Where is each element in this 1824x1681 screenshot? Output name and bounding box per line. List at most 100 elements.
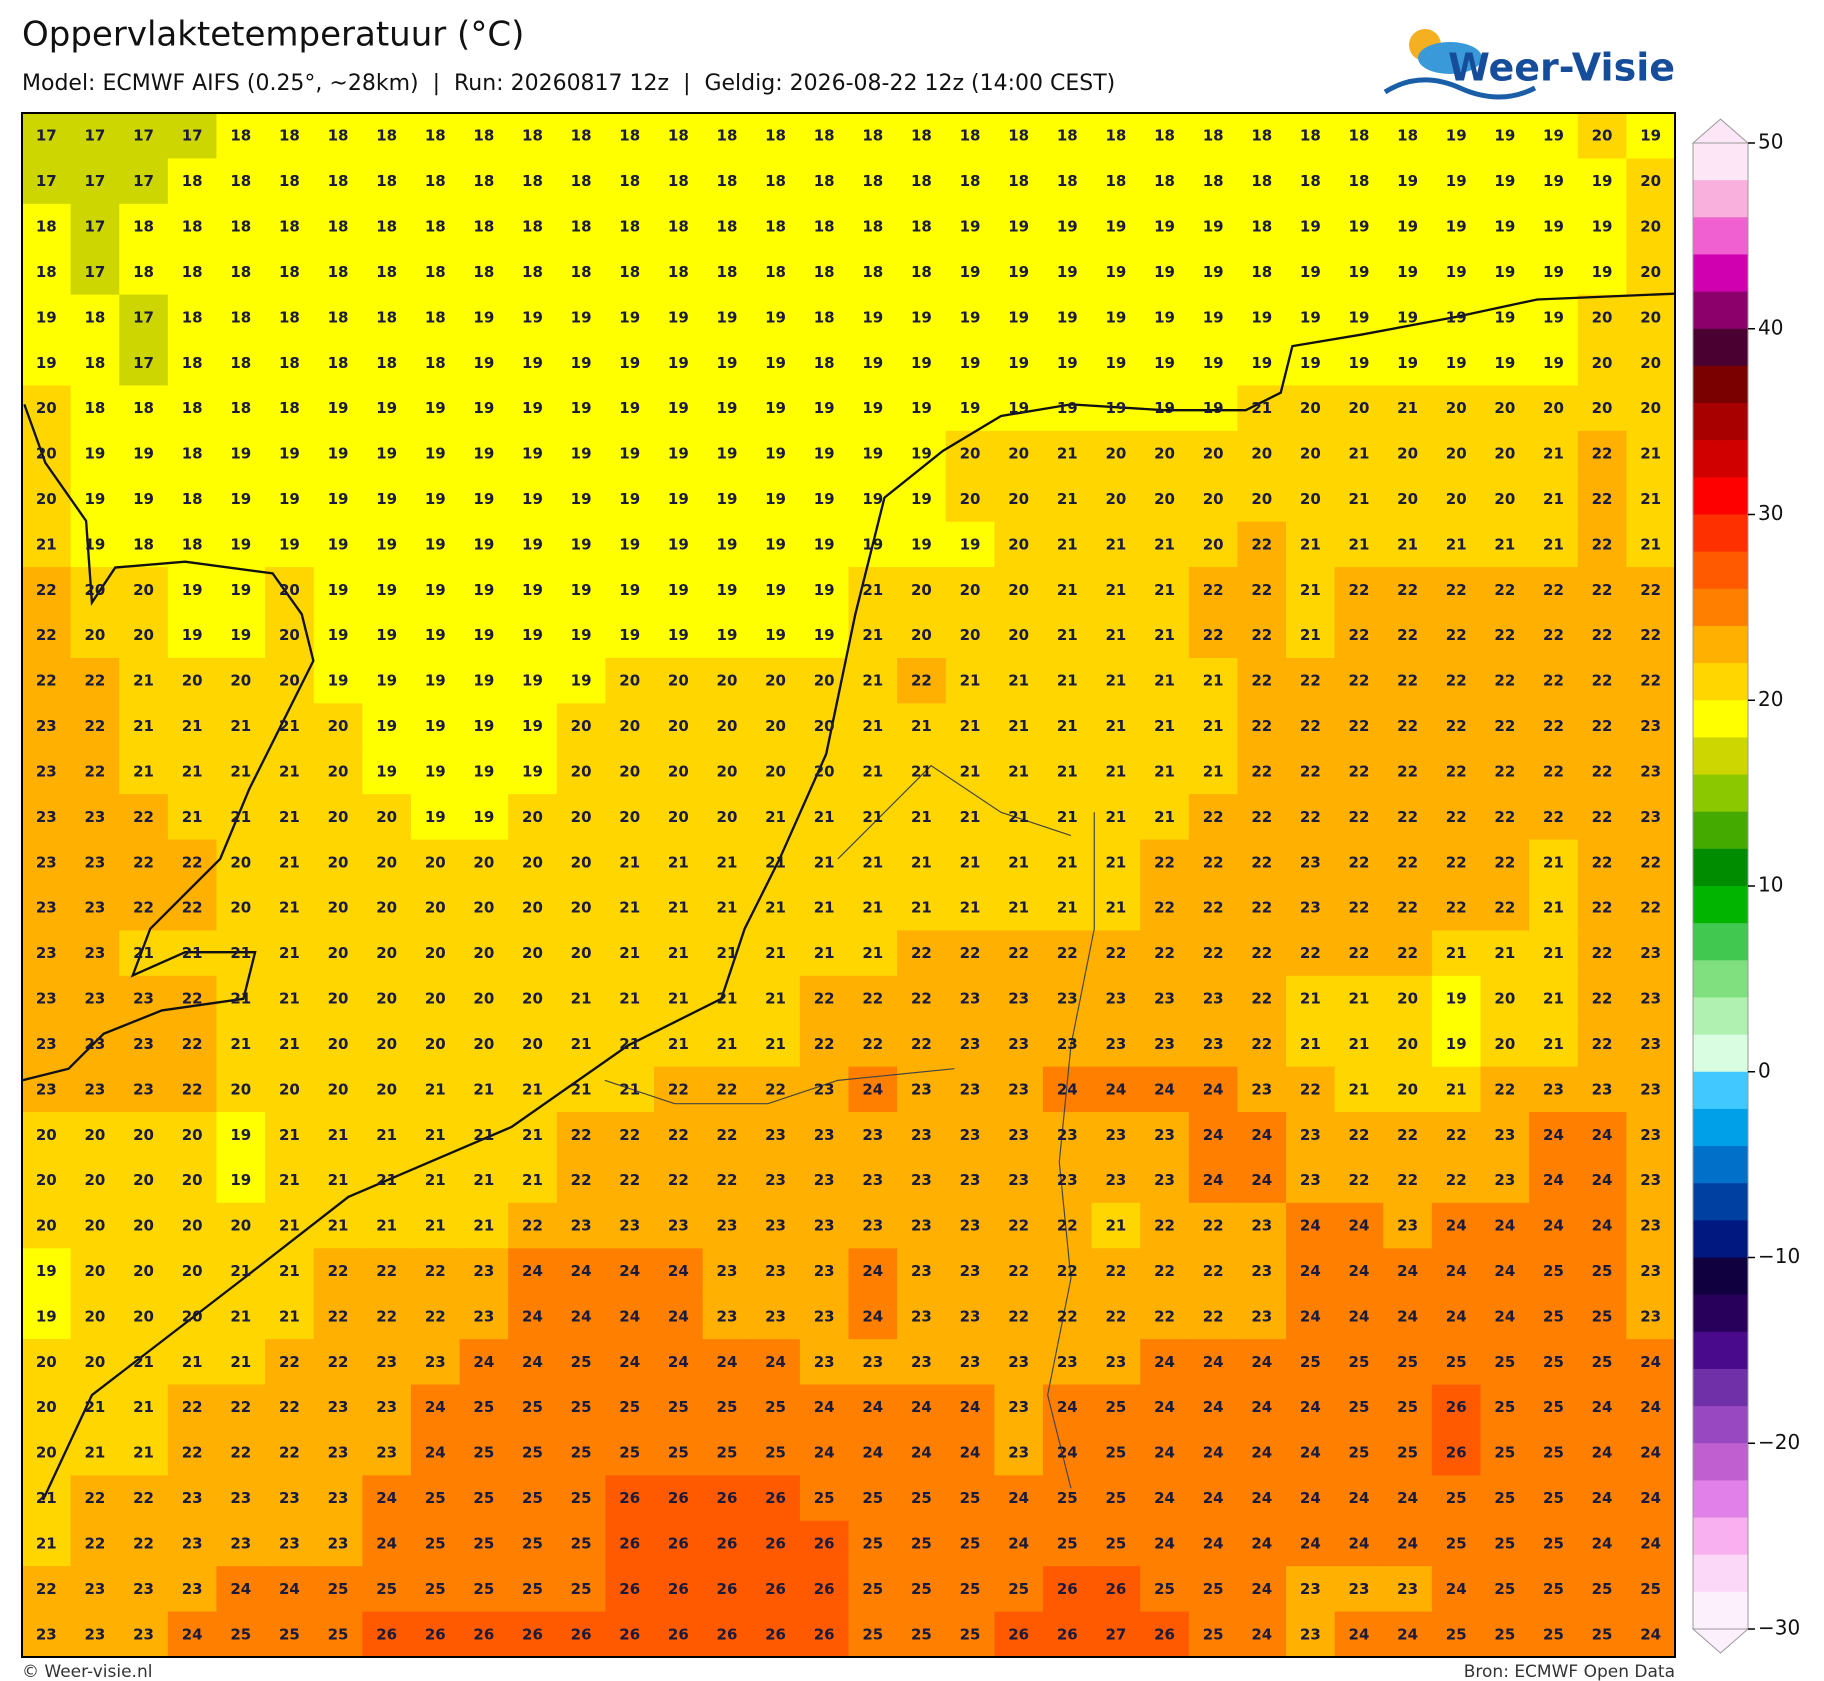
temperature-cell [702,1384,752,1431]
temperature-label: 18 [376,263,397,281]
temperature-label: 20 [960,445,981,463]
temperature-cell [508,1293,558,1340]
temperature-cell [702,794,752,841]
temperature-label: 19 [1543,127,1564,145]
temperature-cell [799,1339,850,1386]
temperature-cell [1480,703,1530,750]
temperature-cell [848,1566,898,1613]
temperature-cell [1529,340,1579,387]
temperature-label: 20 [133,1171,154,1189]
temperature-cell [265,1611,315,1658]
temperature-cell [848,476,898,523]
temperature-label: 24 [765,1353,786,1371]
temperature-label: 20 [1640,263,1661,281]
temperature-label: 18 [814,308,835,326]
temperature-cell [1042,158,1093,205]
temperature-cell [751,249,801,296]
temperature-label: 19 [425,445,446,463]
temperature-label: 20 [765,717,786,735]
temperature-label: 24 [1203,1534,1224,1552]
temperature-cell [654,839,704,886]
temperature-label: 23 [1251,1307,1272,1325]
temperature-label: 20 [36,399,57,417]
temperature-label: 22 [133,1534,154,1552]
temperature-cell [1383,1202,1433,1249]
temperature-label: 19 [668,308,689,326]
temperature-label: 22 [182,1080,203,1098]
temperature-label: 21 [279,1217,300,1235]
temperature-cell [848,1021,898,1068]
temperature-cell [167,203,218,250]
temperature-label: 21 [1300,626,1321,644]
temperature-label: 20 [1203,490,1224,508]
temperature-cell [1091,1293,1141,1340]
temperature-cell [1577,567,1627,614]
colorbar-swatch [1693,328,1748,367]
temperature-cell [265,1384,315,1431]
temperature-label: 19 [717,490,738,508]
source: Bron: ECMWF Open Data [1464,1662,1675,1681]
temperature-label: 19 [1494,354,1515,372]
temperature-cell [994,885,1044,932]
temperature-cell [167,885,218,932]
temperature-cell [1286,612,1336,659]
temperature-cell [1140,1293,1190,1340]
temperature-cell [1237,1066,1287,1113]
temperature-label: 21 [1543,535,1564,553]
temperature-label: 23 [1640,1080,1661,1098]
temperature-cell [1042,567,1093,614]
temperature-label: 17 [133,127,154,145]
temperature-label: 24 [1494,1262,1515,1280]
temperature-label: 25 [1397,1398,1418,1416]
temperature-cell [994,794,1044,841]
temperature-label: 26 [1446,1398,1467,1416]
temperature-label: 20 [668,672,689,690]
temperature-cell [1577,975,1627,1022]
temperature-cell [410,340,461,387]
temperature-cell [751,1202,801,1249]
temperature-label: 25 [1543,1353,1564,1371]
temperature-label: 19 [230,490,251,508]
temperature-label: 18 [328,127,349,145]
temperature-cell [654,1293,704,1340]
temperature-label: 19 [765,445,786,463]
temperature-label: 22 [571,1171,592,1189]
temperature-label: 20 [960,581,981,599]
temperature-label: 19 [522,717,543,735]
temperature-cell [313,158,363,205]
temperature-cell [167,1520,218,1567]
temperature-label: 20 [619,762,640,780]
temperature-cell [751,1021,801,1068]
temperature-label: 20 [1640,354,1661,372]
temperature-label: 20 [960,490,981,508]
temperature-label: 23 [1008,1398,1029,1416]
temperature-cell [1431,1429,1482,1476]
temperature-cell [1188,567,1239,614]
temperature-label: 22 [1446,899,1467,917]
temperature-label: 23 [1203,1035,1224,1053]
temperature-cell [751,340,801,387]
logo-wave [1383,77,1537,100]
temperature-label: 22 [1397,808,1418,826]
temperature-label: 21 [1105,899,1126,917]
temperature-cell [702,1112,752,1159]
temperature-label: 20 [668,808,689,826]
temperature-label: 20 [133,581,154,599]
temperature-cell [265,340,315,387]
temperature-cell [1626,113,1676,160]
temperature-label: 20 [1592,308,1613,326]
temperature-cell [265,794,315,841]
temperature-cell [1529,975,1579,1022]
temperature-label: 24 [1154,1353,1175,1371]
temperature-label: 18 [522,263,543,281]
temperature-label: 24 [1154,1080,1175,1098]
temperature-label: 19 [619,581,640,599]
temperature-label: 19 [571,308,592,326]
temperature-label: 22 [1154,899,1175,917]
temperature-cell [1529,521,1579,568]
temperature-cell [119,203,169,250]
temperature-cell [848,340,898,387]
temperature-cell [1529,158,1579,205]
temperature-label: 24 [1592,1171,1613,1189]
colorbar-swatch [1693,625,1748,664]
